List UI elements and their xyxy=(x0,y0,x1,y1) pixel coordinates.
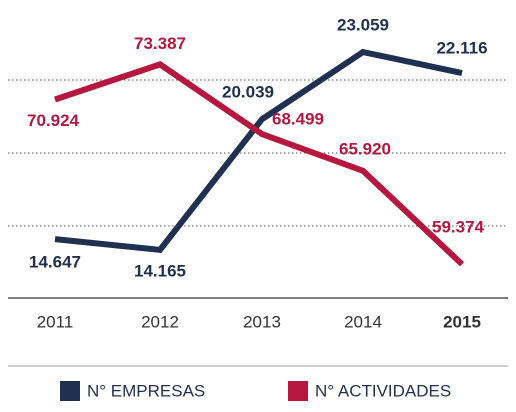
line xyxy=(54,61,465,267)
data-label: 20.039 xyxy=(222,83,274,102)
legend-swatch xyxy=(288,381,308,401)
x-tick-label: 2012 xyxy=(141,312,179,331)
data-label: 73.387 xyxy=(134,34,186,53)
data-label: 59.374 xyxy=(432,218,485,237)
x-tick-label: 2011 xyxy=(37,312,74,331)
legend-swatch xyxy=(60,381,80,401)
data-label: 14.647 xyxy=(29,253,81,272)
line xyxy=(54,48,463,254)
legend-label: N° ACTIVIDADES xyxy=(315,381,451,400)
data-label: 65.920 xyxy=(339,139,391,158)
legend-label: N° EMPRESAS xyxy=(87,381,205,400)
x-tick-label: 2013 xyxy=(243,312,281,331)
data-label: 14.165 xyxy=(134,261,186,280)
x-tick-label: 2015 xyxy=(443,312,481,331)
data-label: 22.116 xyxy=(436,39,487,58)
legend: N° EMPRESAS N° ACTIVIDADES xyxy=(60,381,451,401)
data-label: 68.499 xyxy=(272,110,324,129)
data-label: 70.924 xyxy=(27,111,80,130)
data-label: 23.059 xyxy=(337,16,389,35)
x-tick-label: 2014 xyxy=(344,312,382,331)
